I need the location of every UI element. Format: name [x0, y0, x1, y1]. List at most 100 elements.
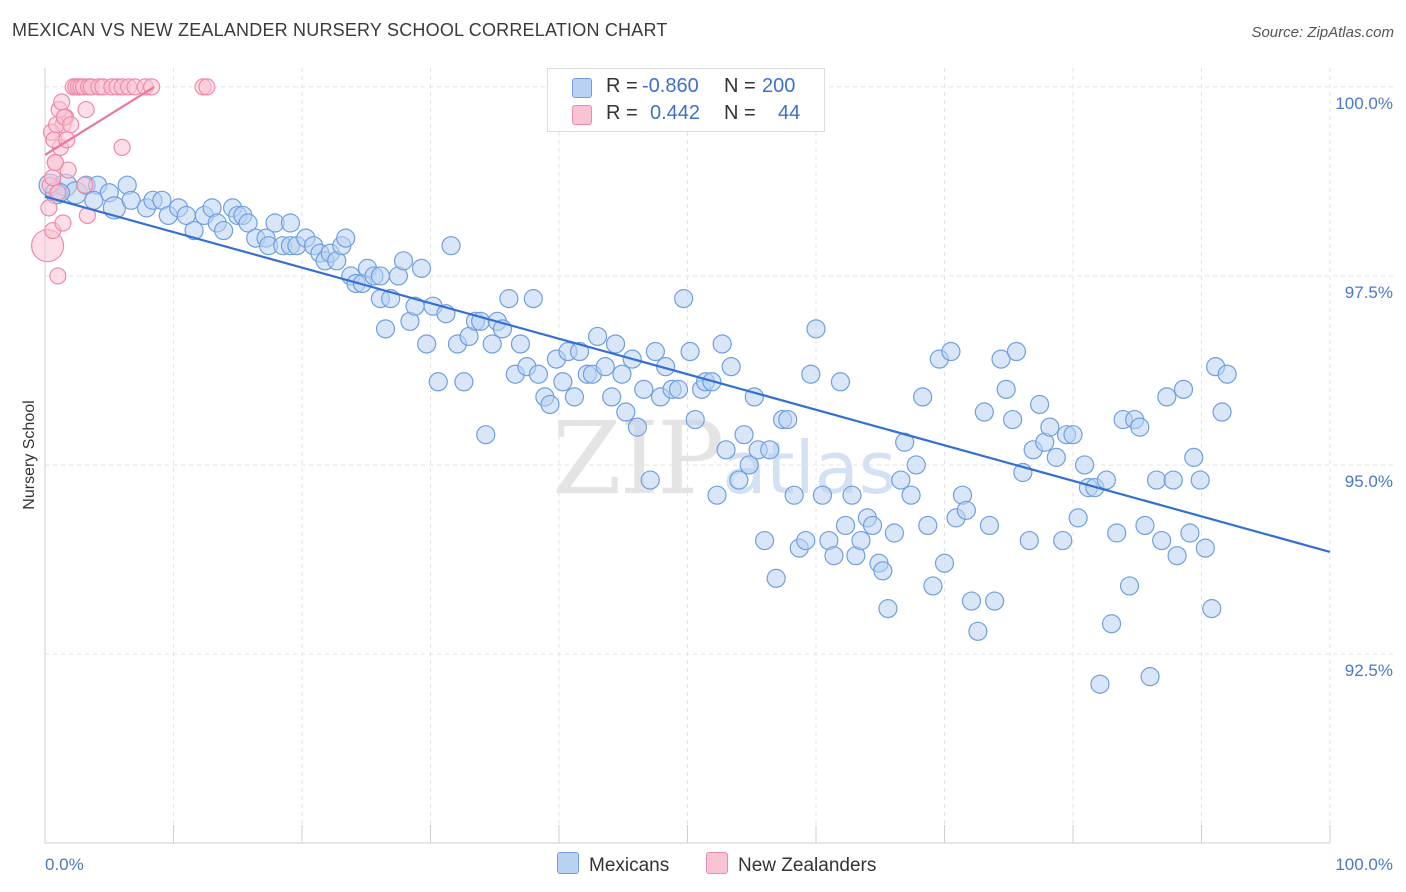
mexicans-point — [336, 228, 356, 248]
new-zealanders-point — [113, 138, 131, 156]
mexicans-point — [734, 425, 754, 445]
mexicans-point — [941, 341, 961, 362]
mexicans-point — [1130, 417, 1150, 437]
y-axis-label: Nursery School — [21, 400, 38, 509]
mexicans-point — [1003, 409, 1023, 430]
legend-r-label: R = — [606, 102, 638, 124]
tick-labels: 100.0% 97.5% 95.0% 92.5% 0.0% 100.0% — [45, 94, 1393, 874]
mexicans-point — [612, 364, 632, 384]
blue-swatch-icon — [572, 78, 592, 98]
legend-n-label: N = — [724, 102, 756, 124]
mexicans-point — [1135, 515, 1155, 536]
mexicans-point — [564, 387, 585, 407]
blue-swatch-icon — [557, 852, 579, 874]
bottom-legend-mexicans: Mexicans — [557, 852, 669, 877]
mexicans-point — [569, 341, 590, 362]
mexicans-point — [280, 213, 301, 233]
mexicans-point — [1074, 455, 1095, 475]
mexicans-point — [1006, 341, 1027, 362]
new-zealanders-point — [44, 169, 62, 187]
mexicans-point — [428, 372, 448, 392]
legend-r-value: 0.442 — [650, 102, 701, 124]
mexicans-point — [707, 485, 727, 505]
mexicans-point — [1184, 447, 1204, 467]
mexicans-point — [121, 190, 141, 210]
y-tick-label: 100.0% — [1335, 94, 1393, 113]
mexicans-point — [84, 190, 104, 210]
bottom-legend-mexicans-label: Mexicans — [589, 855, 670, 876]
new-zealanders-point — [46, 153, 64, 172]
mexicans-point — [1029, 394, 1050, 415]
y-tick-label: 97.5% — [1345, 283, 1393, 302]
mexicans-point — [835, 515, 856, 536]
bottom-legend-new-zealanders: New Zealanders — [706, 852, 876, 877]
mexicans-point — [1212, 402, 1232, 422]
legend-n-value: 44 — [778, 102, 801, 124]
mexicans-point — [806, 319, 826, 339]
mexicans-point — [739, 455, 759, 475]
new-zealanders-point — [59, 161, 77, 179]
x-tick-label: 0.0% — [45, 855, 84, 874]
mexicans-point — [370, 266, 390, 286]
mexicans-point — [1146, 470, 1167, 490]
mexicans-point — [645, 341, 665, 362]
mexicans-point — [553, 372, 573, 392]
mexicans-point — [1167, 546, 1187, 566]
mexicans-point — [668, 379, 689, 399]
new-zealanders-point — [40, 199, 58, 217]
mexicans-point — [974, 402, 994, 422]
mexicans-point — [214, 220, 234, 241]
mexicans-point — [760, 440, 780, 460]
mexicans-point — [1202, 599, 1222, 619]
mexicans-point — [1217, 364, 1237, 384]
chart-title: MEXICAN VS NEW ZEALANDER NURSERY SCHOOL … — [12, 20, 668, 40]
mexicans-point — [1107, 523, 1127, 543]
mexicans-point — [784, 485, 804, 505]
new-zealanders-point — [77, 100, 95, 119]
mexicans-point — [901, 485, 921, 505]
mexicans-point — [1140, 667, 1160, 687]
mexicans-point — [685, 409, 705, 430]
bottom-legend-new-zealanders-label: New Zealanders — [738, 855, 877, 876]
mexicans-point — [528, 364, 549, 384]
mexicans-point — [996, 379, 1016, 399]
mexicans-point — [906, 455, 926, 475]
mexicans-point — [1019, 530, 1039, 551]
mexicans-points — [38, 173, 1237, 694]
correlation-legend: R = -0.860 N = 200 R = 0.442 N = 44 — [547, 68, 825, 132]
new-zealanders-point — [54, 214, 72, 232]
legend-n-value: 200 — [762, 75, 796, 97]
mexicans-point — [1190, 470, 1210, 490]
mexicans-point — [1157, 387, 1177, 407]
mexicans-point — [1152, 530, 1172, 551]
mexicans-point — [961, 591, 982, 611]
mexicans-point — [778, 409, 798, 430]
mexicans-point — [1180, 523, 1200, 543]
new-zealanders-point — [76, 176, 94, 194]
mexicans-point — [729, 470, 749, 490]
mexicans-point — [721, 357, 741, 377]
mexicans-point — [878, 599, 898, 619]
trend-lines — [44, 85, 1331, 553]
mexicans-point — [842, 485, 862, 505]
mexicans-point — [375, 319, 396, 339]
pink-swatch-icon — [706, 852, 728, 874]
mexicans-point — [934, 553, 955, 573]
mexicans-point — [454, 372, 474, 392]
mexicans-point — [884, 523, 904, 543]
mexicans-point — [510, 334, 531, 354]
mexicans-point — [634, 379, 654, 399]
mexicans-point — [540, 394, 560, 415]
mexicans-point — [1163, 470, 1183, 490]
mexicans-point — [956, 500, 976, 520]
mexicans-point — [1195, 538, 1215, 558]
mexicans-point — [411, 258, 432, 278]
mexicans-point — [824, 546, 844, 566]
new-zealanders-point — [49, 267, 67, 285]
mexicans-point — [1053, 530, 1073, 551]
mexicans-point — [605, 334, 626, 354]
mexicans-point — [476, 425, 496, 445]
mexicans-trend-line — [44, 195, 1331, 553]
mexicans-point — [1101, 614, 1122, 634]
new-zealanders-point — [62, 116, 80, 134]
